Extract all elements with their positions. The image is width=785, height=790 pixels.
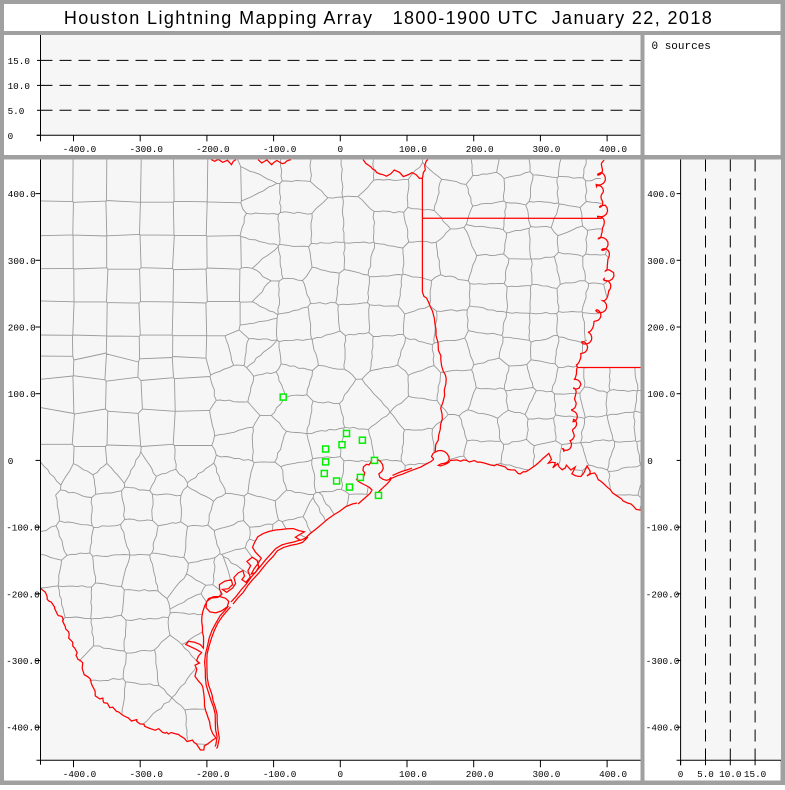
svg-text:0 sources: 0 sources	[652, 41, 711, 53]
svg-text:400.0: 400.0	[8, 189, 36, 200]
svg-text:0: 0	[647, 456, 653, 467]
svg-text:-300.0: -300.0	[129, 144, 162, 155]
svg-text:200.0: 200.0	[8, 323, 36, 334]
svg-text:200.0: 200.0	[466, 144, 494, 155]
svg-text:0: 0	[8, 131, 14, 142]
svg-text:15.0: 15.0	[744, 769, 766, 780]
svg-text:Houston Lightning Mapping Arra: Houston Lightning Mapping Array 1800-190…	[64, 8, 713, 28]
svg-text:-200.0: -200.0	[196, 769, 229, 780]
svg-text:-400.0: -400.0	[63, 144, 96, 155]
svg-text:300.0: 300.0	[647, 256, 675, 267]
svg-text:-200.0: -200.0	[196, 144, 229, 155]
svg-text:400.0: 400.0	[599, 769, 627, 780]
svg-text:15.0: 15.0	[8, 56, 30, 67]
svg-text:0: 0	[338, 144, 344, 155]
svg-text:-100.0: -100.0	[263, 144, 296, 155]
svg-text:5.0: 5.0	[697, 769, 714, 780]
svg-text:200.0: 200.0	[647, 323, 675, 334]
svg-text:100.0: 100.0	[399, 769, 427, 780]
svg-text:5.0: 5.0	[8, 106, 25, 117]
svg-text:-200.0: -200.0	[646, 589, 679, 600]
svg-text:400.0: 400.0	[599, 144, 627, 155]
svg-text:10.0: 10.0	[8, 81, 30, 92]
svg-text:0: 0	[338, 769, 344, 780]
svg-text:0: 0	[678, 769, 684, 780]
svg-text:-100.0: -100.0	[6, 523, 39, 534]
svg-text:-400.0: -400.0	[646, 723, 679, 734]
svg-text:-300.0: -300.0	[129, 769, 162, 780]
svg-text:0: 0	[8, 456, 14, 467]
svg-text:10.0: 10.0	[719, 769, 741, 780]
svg-text:100.0: 100.0	[8, 389, 36, 400]
svg-text:-300.0: -300.0	[6, 656, 39, 667]
svg-text:300.0: 300.0	[532, 144, 560, 155]
svg-text:400.0: 400.0	[647, 189, 675, 200]
svg-text:300.0: 300.0	[8, 256, 36, 267]
svg-text:-400.0: -400.0	[63, 769, 96, 780]
svg-text:-400.0: -400.0	[6, 723, 39, 734]
svg-text:100.0: 100.0	[399, 144, 427, 155]
svg-text:300.0: 300.0	[532, 769, 560, 780]
svg-text:100.0: 100.0	[647, 389, 675, 400]
svg-text:-200.0: -200.0	[6, 589, 39, 600]
svg-text:-100.0: -100.0	[263, 769, 296, 780]
svg-text:-100.0: -100.0	[646, 523, 679, 534]
svg-text:200.0: 200.0	[466, 769, 494, 780]
svg-text:-300.0: -300.0	[646, 656, 679, 667]
